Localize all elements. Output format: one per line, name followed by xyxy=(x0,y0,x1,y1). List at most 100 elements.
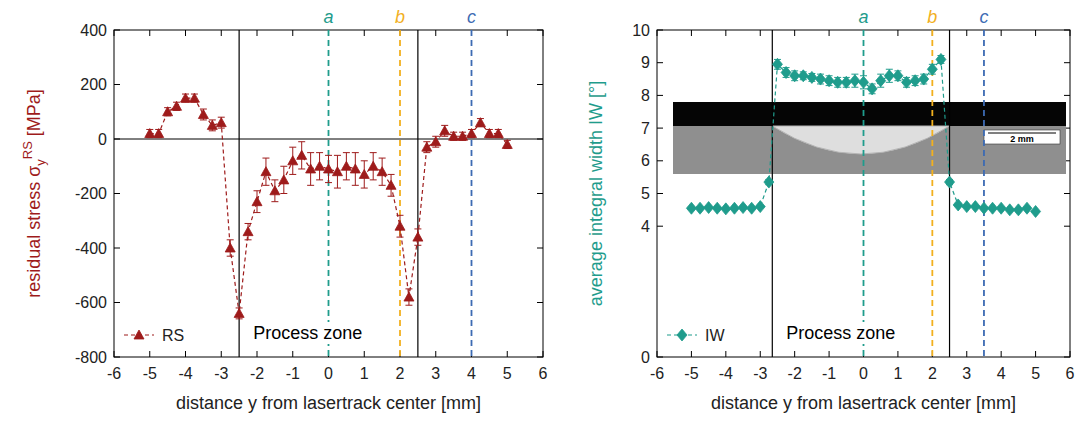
y-axis-title-sub: y xyxy=(33,159,48,166)
error-cap xyxy=(370,179,377,180)
x-tick-label: 2 xyxy=(928,365,937,382)
data-point xyxy=(936,53,946,65)
error-cap xyxy=(361,188,368,189)
data-point xyxy=(261,167,271,176)
x-tick-label: -6 xyxy=(107,365,121,382)
data-point xyxy=(270,186,280,195)
data-point xyxy=(395,221,405,230)
error-cap xyxy=(227,239,234,240)
error-cap xyxy=(343,152,350,153)
data-point xyxy=(377,167,387,176)
data-point xyxy=(404,292,414,301)
error-cap xyxy=(379,185,386,186)
error-cap xyxy=(414,245,421,246)
reference-line xyxy=(983,30,985,357)
x-tick-label: -5 xyxy=(684,365,698,382)
error-cap xyxy=(262,185,269,186)
x-tick-top xyxy=(897,30,898,36)
x-tick xyxy=(221,351,222,357)
x-tick-top xyxy=(1001,30,1002,36)
reference-label: b xyxy=(927,7,937,27)
x-tick-label: 3 xyxy=(962,365,971,382)
x-tick-label: 1 xyxy=(893,365,902,382)
zone-boundary xyxy=(772,30,773,357)
inset-background xyxy=(673,102,1066,126)
error-cap xyxy=(352,185,359,186)
x-tick-label: 4 xyxy=(467,365,476,382)
data-point xyxy=(243,227,253,236)
x-tick-top xyxy=(966,30,967,36)
error-cap xyxy=(316,152,323,153)
inset-melt-pool xyxy=(772,126,949,154)
legend-label: RS xyxy=(162,327,184,344)
y-tick-right xyxy=(537,248,543,249)
x-tick-label: -5 xyxy=(143,365,157,382)
x-tick-label: 6 xyxy=(539,365,548,382)
data-point xyxy=(297,150,307,159)
x-tick-label: 0 xyxy=(324,365,333,382)
y-tick-label: -400 xyxy=(75,240,107,257)
data-point xyxy=(927,63,937,75)
error-cap xyxy=(227,256,234,257)
y-tick-label: 0 xyxy=(641,349,650,366)
series-line xyxy=(150,98,508,313)
data-point xyxy=(996,202,1006,214)
x-tick xyxy=(292,351,293,357)
error-cap xyxy=(245,223,252,224)
y-tick-right xyxy=(1064,226,1070,227)
data-point xyxy=(1022,202,1032,214)
x-tick-top xyxy=(221,30,222,36)
y-tick-right xyxy=(1064,95,1070,96)
x-tick xyxy=(691,351,692,357)
x-tick-label: -2 xyxy=(788,365,802,382)
error-cap xyxy=(262,158,269,159)
error-cap xyxy=(388,196,395,197)
data-point xyxy=(288,156,298,165)
x-tick-top xyxy=(149,30,150,36)
error-cap xyxy=(254,212,261,213)
reference-line xyxy=(328,30,330,357)
y-tick-right xyxy=(537,302,543,303)
x-tick-top xyxy=(794,30,795,36)
y-tick-label: 5 xyxy=(641,185,650,202)
y-tick xyxy=(657,193,663,194)
data-point xyxy=(953,199,963,211)
x-tick-label: 2 xyxy=(396,365,405,382)
x-tick-top xyxy=(725,30,726,36)
inset-image: 2 mm xyxy=(673,102,1066,174)
error-cap xyxy=(307,185,314,186)
data-point xyxy=(738,202,748,214)
y-tick-label: -200 xyxy=(75,185,107,202)
error-cap xyxy=(289,147,296,148)
x-tick xyxy=(257,351,258,357)
y-tick-label: 10 xyxy=(632,22,650,39)
data-point xyxy=(189,93,199,102)
error-cap xyxy=(379,158,386,159)
data-point xyxy=(859,76,869,88)
y-tick-label: -800 xyxy=(75,349,107,366)
data-point xyxy=(341,161,351,170)
x-tick-label: -4 xyxy=(719,365,733,382)
data-point xyxy=(815,73,825,85)
data-point xyxy=(154,129,164,138)
error-cap xyxy=(397,237,404,238)
data-point xyxy=(315,161,325,170)
inset-material xyxy=(673,126,1066,174)
zone-label: Process zone xyxy=(786,323,895,343)
data-point xyxy=(306,164,316,173)
x-tick-label: 5 xyxy=(1031,365,1040,382)
error-cap xyxy=(254,190,261,191)
reference-label: a xyxy=(323,7,333,27)
error-cap xyxy=(307,152,314,153)
x-tick-label: -4 xyxy=(178,365,192,382)
y-tick-label: 0 xyxy=(98,131,107,148)
data-point xyxy=(216,118,226,127)
error-cap xyxy=(298,168,305,169)
data-group xyxy=(686,53,1040,217)
figure: -6-5-4-3-2-10123456-800-600-400-20002004… xyxy=(0,0,1092,424)
x-tick xyxy=(185,351,186,357)
x-tick-top xyxy=(507,30,508,36)
error-cap xyxy=(441,136,448,137)
error-cap xyxy=(370,152,377,153)
data-point xyxy=(172,101,182,110)
